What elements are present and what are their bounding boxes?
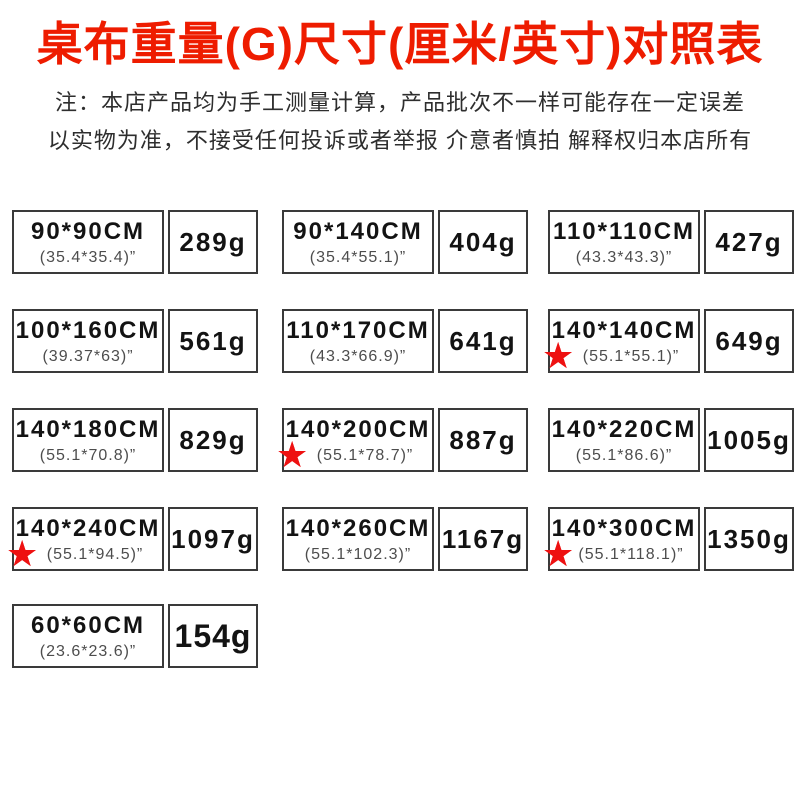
size-cm-label: 140*260CM [285,515,431,542]
size-weight-entry: ★ 60*60CM (23.6*23.6)” 154g [12,604,258,668]
weight-label: 404g [449,226,517,257]
star-icon: ★ [542,533,575,574]
size-box: ★ 90*90CM (35.4*35.4)” [12,210,164,274]
size-inch-label: (23.6*23.6)” [39,643,137,660]
note-line-2: 以实物为准，不接受任何投诉或者举报 介意者慎拍 解释权归本店所有 [47,128,753,153]
weight-box: 649g [704,309,794,373]
size-cm-label: 110*170CM [286,317,430,344]
weight-label: 154g [174,617,252,654]
weight-label: 829g [179,424,247,455]
size-inch-label: (43.3*43.3)” [575,249,673,266]
size-inch-label: (35.4*55.1)” [309,249,407,266]
size-inch-label: (55.1*118.1)” [578,546,684,563]
weight-box: 1167g [438,507,528,571]
size-cm-label: 90*140CM [293,218,423,245]
weight-box: 829g [168,408,258,472]
weight-label: 887g [449,424,517,455]
size-cm-label: 140*220CM [551,416,697,443]
size-box: ★ 110*110CM (43.3*43.3)” [548,210,700,274]
size-weight-entry: ★ 140*200CM (55.1*78.7)” 887g [276,408,528,473]
weight-box: 404g [438,210,528,274]
size-cm-label: 100*160CM [15,317,161,344]
size-weight-entry: ★ 140*180CM (55.1*70.8)” 829g [12,408,258,472]
weight-label: 1350g [707,523,791,554]
size-inch-label: (55.1*55.1)” [582,348,680,365]
weight-box: 641g [438,309,528,373]
weight-label: 289g [179,226,247,257]
weight-label: 649g [715,325,783,356]
size-cm-label: 140*140CM [551,317,697,344]
size-inch-label: (55.1*70.8)” [39,447,137,464]
page-title: 桌布重量(G)尺寸(厘米/英寸)对照表 [36,18,764,70]
size-weight-entry: ★ 110*110CM (43.3*43.3)” 427g [548,210,794,274]
weight-box: 1005g [704,408,794,472]
weight-box: 1097g [168,507,258,571]
weight-box: 1350g [704,507,794,571]
size-cm-label: 140*300CM [551,515,697,542]
weight-box: 427g [704,210,794,274]
size-box: ★ 60*60CM (23.6*23.6)” [12,604,164,668]
size-inch-label: (35.4*35.4)” [39,249,137,266]
weight-label: 1097g [171,523,255,554]
size-weight-entry: ★ 140*260CM (55.1*102.3)” 1167g [282,507,528,571]
size-cm-label: 110*110CM [552,218,696,245]
size-box: ★ 140*200CM (55.1*78.7)” [276,408,434,473]
star-icon: ★ [542,335,575,376]
size-weight-entry: ★ 140*300CM (55.1*118.1)” 1350g [542,507,794,572]
size-box: ★ 140*240CM (55.1*94.5)” [6,507,164,572]
size-box: ★ 140*180CM (55.1*70.8)” [12,408,164,472]
size-cm-label: 140*240CM [15,515,161,542]
weight-box: 561g [168,309,258,373]
size-inch-label: (55.1*86.6)” [575,447,673,464]
size-inch-label: (39.37*63)” [42,348,134,365]
size-box: ★ 110*170CM (43.3*66.9)” [282,309,434,373]
size-cm-label: 140*200CM [285,416,431,443]
size-weight-entry: ★ 140*220CM (55.1*86.6)” 1005g [548,408,794,472]
note-line-1: 注：本店产品均为手工测量计算，产品批次不一样可能存在一定误差 [54,90,745,115]
size-weight-entry: ★ 140*140CM (55.1*55.1)” 649g [542,309,794,374]
weight-box: 154g [168,604,258,668]
size-weight-entry: ★ 90*90CM (35.4*35.4)” 289g [12,210,258,274]
size-inch-label: (55.1*78.7)” [316,447,414,464]
size-cm-label: 90*90CM [30,218,146,245]
size-cm-label: 60*60CM [30,612,146,639]
size-cm-label: 140*180CM [15,416,161,443]
weight-box: 289g [168,210,258,274]
size-weight-entry: ★ 140*240CM (55.1*94.5)” 1097g [6,507,258,572]
size-box: ★ 90*140CM (35.4*55.1)” [282,210,434,274]
size-box: ★ 140*140CM (55.1*55.1)” [542,309,700,374]
size-box: ★ 140*220CM (55.1*86.6)” [548,408,700,472]
size-weight-entry: ★ 100*160CM (39.37*63)” 561g [12,309,258,373]
weight-label: 1167g [441,523,525,554]
size-weight-entry: ★ 110*170CM (43.3*66.9)” 641g [282,309,528,373]
weight-label: 1005g [707,424,791,455]
size-box: ★ 140*300CM (55.1*118.1)” [542,507,700,572]
weight-label: 427g [715,226,783,257]
size-weight-entry: ★ 90*140CM (35.4*55.1)” 404g [282,210,528,274]
star-icon: ★ [6,533,39,574]
weight-label: 641g [449,325,517,356]
size-box: ★ 140*260CM (55.1*102.3)” [282,507,434,571]
weight-box: 887g [438,408,528,472]
star-icon: ★ [276,434,309,475]
size-inch-label: (55.1*102.3)” [304,546,412,563]
weight-label: 561g [179,325,247,356]
disclaimer-note: 注：本店产品均为手工测量计算，产品批次不一样可能存在一定误差 以实物为准，不接受… [0,84,800,160]
size-box: ★ 100*160CM (39.37*63)” [12,309,164,373]
size-inch-label: (55.1*94.5)” [46,546,144,563]
size-inch-label: (43.3*66.9)” [309,348,407,365]
